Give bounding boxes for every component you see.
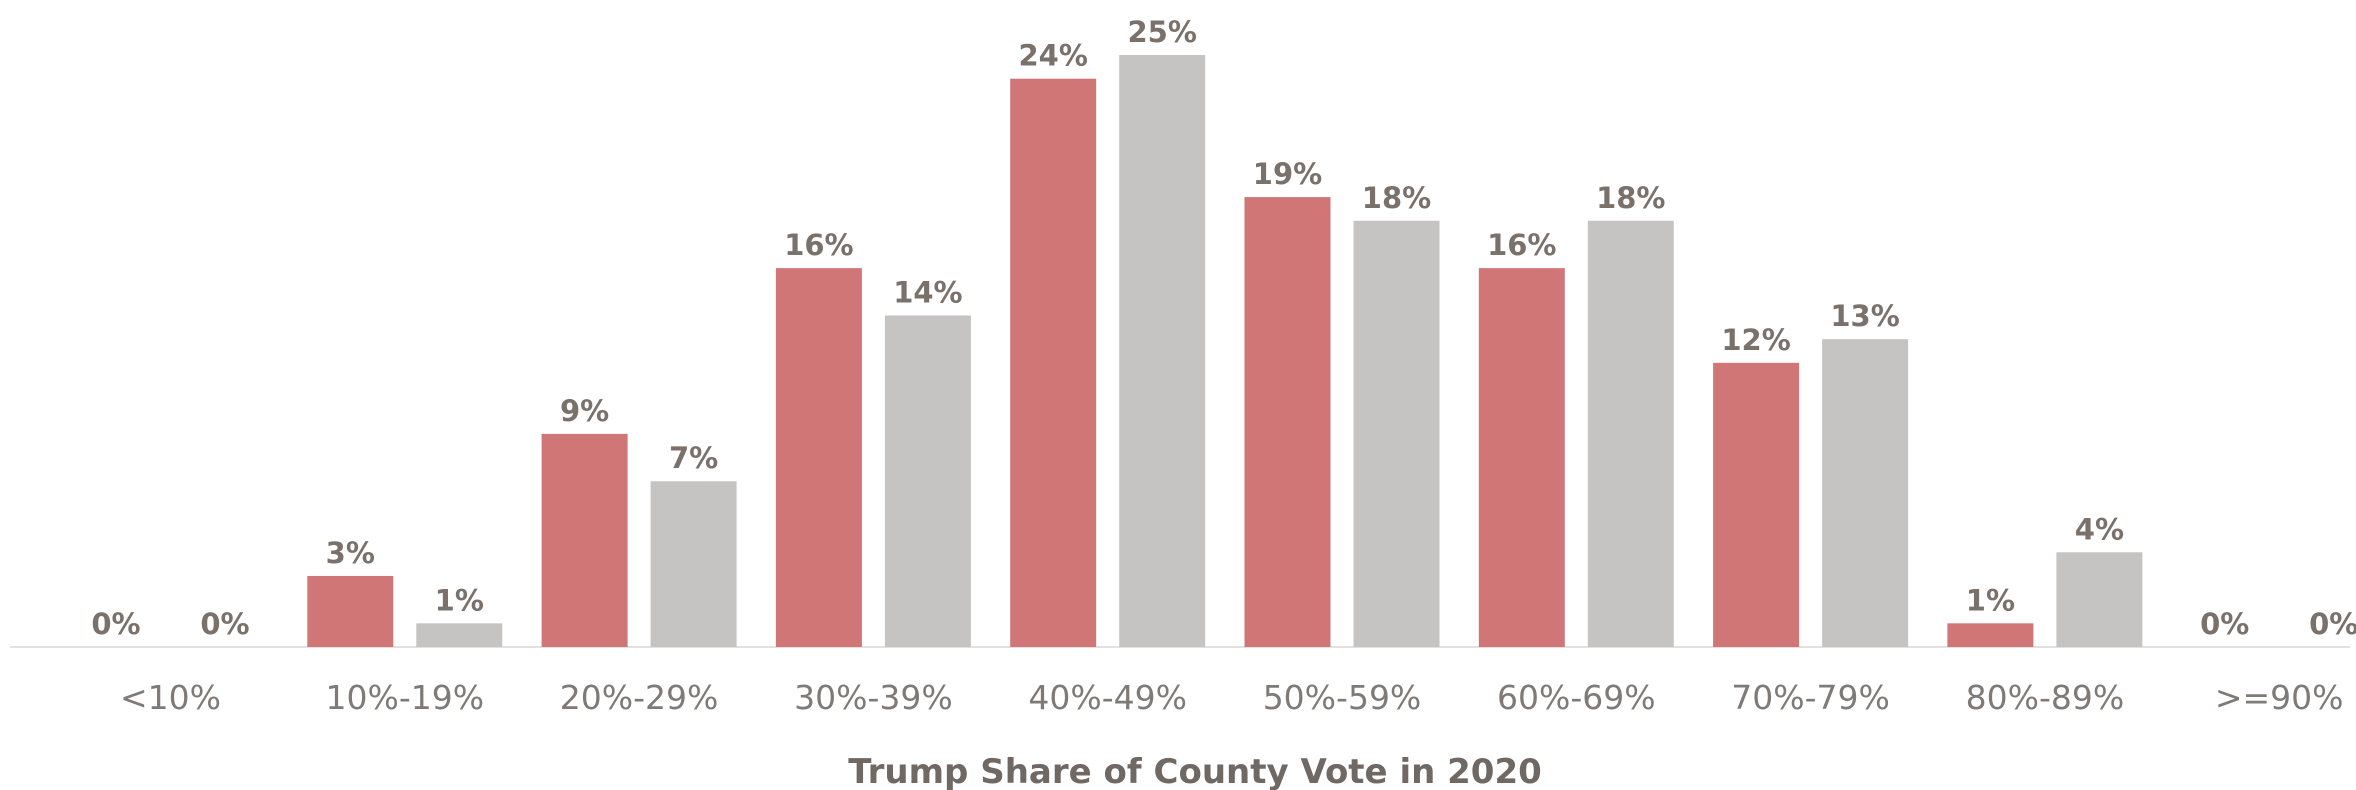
value-label-2-10: 0%	[2309, 607, 2356, 641]
bar-1-4	[775, 268, 862, 647]
bar-1-2	[307, 575, 394, 647]
bar-2-8	[1822, 339, 1909, 647]
x-tick-label-2: 10%-19%	[325, 678, 484, 717]
bars-group	[307, 55, 2143, 648]
bar-2-3	[650, 481, 737, 647]
bar-1-6	[1244, 197, 1331, 647]
bar-1-7	[1478, 268, 1565, 647]
value-label-2-6: 18%	[1362, 181, 1431, 215]
bar-1-9	[1947, 623, 2034, 647]
x-tick-label-7: 60%-69%	[1497, 678, 1656, 717]
bar-2-7	[1587, 220, 1674, 647]
x-tick-label-6: 50%-59%	[1263, 678, 1422, 717]
bar-2-5	[1119, 55, 1206, 647]
value-label-2-9: 4%	[2075, 512, 2124, 546]
x-tick-label-10: >=90%	[2215, 678, 2344, 717]
bar-1-5	[1010, 78, 1097, 648]
value-label-2-3: 7%	[669, 441, 718, 475]
value-label-1-2: 3%	[326, 536, 375, 570]
x-tick-labels-group: <10% 10%-19% 20%-29% 30%-39% 40%-49% 50%-59% 6…	[120, 678, 2344, 717]
value-label-1-4: 16%	[784, 228, 853, 262]
value-label-2-2: 1%	[435, 583, 484, 617]
bar-2-9	[2056, 552, 2143, 647]
value-label-1-6: 19%	[1253, 157, 1322, 191]
x-tick-label-8: 70%-79%	[1731, 678, 1890, 717]
x-axis-title: Trump Share of County Vote in 2020	[848, 752, 1542, 790]
value-label-1-3: 9%	[560, 394, 609, 428]
x-tick-label-5: 40%-49%	[1028, 678, 1187, 717]
value-label-2-8: 13%	[1830, 299, 1899, 333]
x-tick-label-3: 20%-29%	[560, 678, 719, 717]
bar-1-8	[1713, 362, 1800, 647]
bar-2-6	[1353, 220, 1440, 647]
bar-1-3	[541, 433, 628, 647]
value-label-1-9: 1%	[1966, 583, 2015, 617]
value-labels-group: 0% 0% 3% 1% 9% 7% 16% 14% 24% 25% 19% 18% 16% 18% 12% 1…	[91, 15, 2356, 641]
x-tick-label-4: 30%-39%	[794, 678, 953, 717]
value-label-2-1: 0%	[200, 607, 249, 641]
value-label-1-7: 16%	[1487, 228, 1556, 262]
value-label-2-5: 25%	[1127, 15, 1196, 49]
x-tick-label-1: <10%	[120, 678, 221, 717]
value-label-1-1: 0%	[91, 607, 140, 641]
value-label-2-7: 18%	[1596, 181, 1665, 215]
value-label-1-5: 24%	[1018, 39, 1087, 73]
value-label-1-8: 12%	[1721, 323, 1790, 357]
value-label-1-10: 0%	[2200, 607, 2249, 641]
bar-2-4	[884, 315, 971, 647]
x-tick-label-9: 80%-89%	[1966, 678, 2125, 717]
value-label-2-4: 14%	[893, 275, 962, 309]
bar-2-2	[416, 623, 503, 647]
